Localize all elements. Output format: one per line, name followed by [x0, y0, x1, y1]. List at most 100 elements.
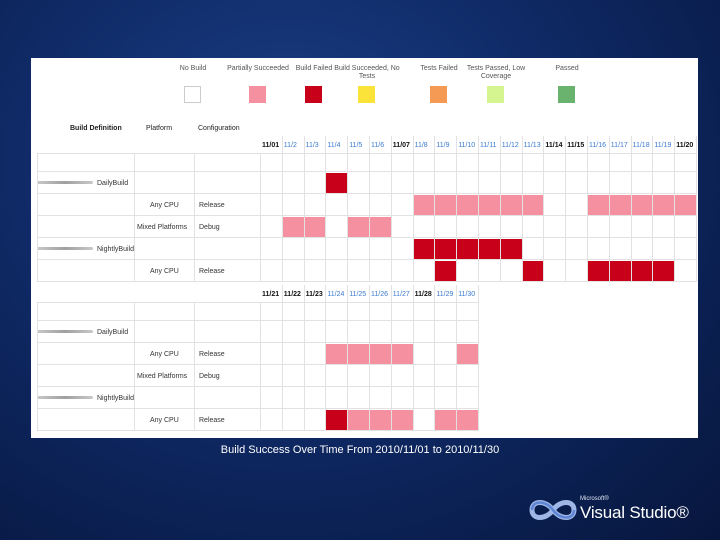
column-divider [543, 136, 545, 282]
column-divider [412, 136, 414, 282]
date-label: 11/01 [262, 142, 280, 149]
column-divider [390, 136, 392, 282]
date-header-row [37, 136, 696, 154]
date-label: 11/20 [676, 142, 694, 149]
legend-label: Passed [555, 65, 579, 72]
status-cell-partial [282, 217, 304, 237]
column-divider [499, 136, 501, 282]
status-cell-partial [457, 195, 478, 215]
status-cell-failed [653, 261, 675, 281]
header-build-definition: Build Definition [70, 125, 122, 132]
date-label: 11/19 [654, 142, 672, 149]
legend-swatch [305, 86, 322, 103]
column-divider [412, 285, 414, 431]
platform-cell: Any CPU [150, 351, 179, 358]
legend-label: Build Failed [295, 65, 333, 72]
table-row [37, 321, 478, 343]
table-row [37, 216, 696, 238]
column-divider [587, 136, 588, 282]
date-label: 11/14 [545, 142, 563, 149]
build-report-panel: No Build Partially Succeeded Build Failed B… [31, 58, 698, 438]
table-row [37, 194, 696, 216]
status-cell-partial [348, 217, 369, 237]
build-definition-name: NightlyBuild [97, 246, 134, 253]
column-divider [303, 285, 305, 431]
configuration-cell: Debug [199, 373, 220, 380]
legend-swatch [358, 86, 375, 103]
status-cell-partial [370, 344, 391, 364]
status-cell-failed [457, 239, 478, 259]
column-divider [134, 154, 135, 282]
date-label: 11/8 [414, 142, 428, 149]
column-divider [37, 154, 38, 282]
status-cell-partial [653, 195, 675, 215]
status-cell-partial [609, 195, 631, 215]
table-row [37, 260, 696, 282]
status-cell-partial [675, 195, 696, 215]
date-label: 11/24 [327, 291, 345, 298]
table-row [37, 409, 478, 431]
status-cell-failed [413, 239, 435, 259]
date-label: 11/6 [371, 142, 385, 149]
status-cell-partial [370, 410, 391, 430]
column-divider [652, 136, 654, 282]
date-label: 11/07 [392, 142, 410, 149]
table-row [37, 172, 696, 194]
column-divider [478, 285, 479, 431]
column-divider [565, 136, 567, 282]
column-divider [630, 136, 632, 282]
status-cell-failed [522, 261, 544, 281]
column-divider [37, 303, 38, 431]
status-cell-partial [348, 344, 369, 364]
status-cell-partial [413, 195, 435, 215]
date-label: 11/10 [458, 142, 476, 149]
legend-swatch [184, 86, 201, 103]
status-cell-failed [435, 261, 457, 281]
column-divider [478, 136, 479, 282]
date-label: 11/28 [414, 291, 432, 298]
legend-label: Build Succeeded, No Tests [334, 65, 400, 80]
status-cell-failed [435, 239, 457, 259]
date-label: 11/29 [436, 291, 454, 298]
column-divider [369, 136, 370, 282]
date-label: 11/30 [458, 291, 476, 298]
spacer-row [37, 303, 478, 321]
build-definition-name: NightlyBuild [97, 395, 134, 402]
column-divider [369, 285, 370, 431]
status-cell-partial [457, 344, 478, 364]
status-cell-failed [500, 239, 522, 259]
slide-caption: Build Success Over Time From 2010/11/01 … [220, 444, 500, 456]
date-label: 11/27 [392, 291, 410, 298]
legend-label: Partially Succeeded [227, 65, 289, 72]
visual-studio-infinity-logo [529, 500, 577, 520]
legend-swatch [487, 86, 504, 103]
status-cell-partial [631, 195, 653, 215]
status-cell-partial [457, 410, 478, 430]
column-divider [674, 136, 676, 282]
status-cell-partial [435, 410, 457, 430]
table-row [37, 238, 696, 260]
microsoft-label: Microsoft® [580, 496, 609, 502]
status-cell-partial [391, 410, 413, 430]
date-label: 11/11 [480, 142, 497, 149]
platform-cell: Any CPU [150, 202, 179, 209]
platform-cell: Mixed Platforms [137, 373, 188, 380]
date-label: 11/22 [283, 291, 301, 298]
status-cell-failed [326, 410, 348, 430]
build-definition-name: DailyBuild [97, 329, 129, 336]
date-label: 11/4 [327, 142, 341, 149]
legend-label: Tests Failed [420, 65, 458, 72]
column-divider [456, 285, 458, 431]
column-divider [281, 285, 283, 431]
build-definition-name: DailyBuild [97, 180, 129, 187]
configuration-cell: Release [199, 202, 225, 209]
date-label: 11/17 [610, 142, 628, 149]
column-divider [347, 136, 349, 282]
date-label: 11/16 [589, 142, 606, 149]
redacted-name [37, 330, 93, 333]
status-cell-partial [304, 217, 326, 237]
date-header-row [37, 285, 478, 303]
status-cell-partial [391, 344, 413, 364]
date-label: 11/2 [283, 142, 297, 149]
date-label: 11/23 [305, 291, 323, 298]
